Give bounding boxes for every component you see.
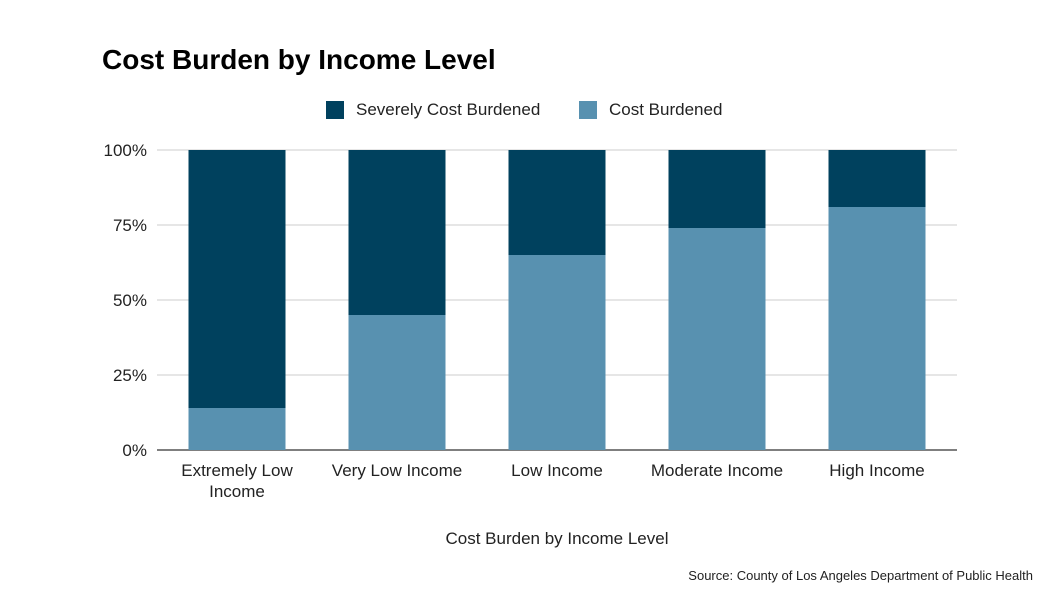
legend-label-severely-cost-burdened: Severely Cost Burdened (356, 100, 541, 119)
source-note: Source: County of Los Angeles Department… (688, 568, 1033, 583)
y-tick-label: 0% (122, 441, 147, 460)
bar-cost-burdened[interactable] (508, 255, 606, 450)
legend-item-severely-cost-burdened[interactable]: Severely Cost Burdened (326, 98, 540, 122)
y-tick-label: 100% (104, 141, 147, 160)
bar-severely-cost-burdened[interactable] (828, 150, 926, 207)
legend-swatch-severely-cost-burdened (326, 101, 344, 119)
legend-swatch-cost-burdened (579, 101, 597, 119)
x-tick-labels: Extremely Low Income Very Low Income Low In… (181, 461, 924, 501)
legend-item-cost-burdened[interactable]: Cost Burdened (579, 98, 722, 122)
x-axis-title: Cost Burden by Income Level (445, 529, 669, 548)
x-tick-label: Low Income (511, 461, 603, 480)
legend-label-cost-burdened: Cost Burdened (609, 100, 723, 119)
bar-severely-cost-burdened[interactable] (668, 150, 766, 228)
bar-severely-cost-burdened[interactable] (188, 150, 286, 408)
x-tick-label: Extremely Low Income (181, 461, 293, 501)
x-tick-label: High Income (829, 461, 924, 480)
bar-cost-burdened[interactable] (348, 315, 446, 450)
bars (188, 150, 926, 450)
bar-cost-burdened[interactable] (188, 408, 286, 450)
bar-cost-burdened[interactable] (668, 228, 766, 450)
y-tick-label: 75% (113, 216, 147, 235)
bar-severely-cost-burdened[interactable] (348, 150, 446, 315)
y-tick-labels: 0% 25% 50% 75% 100% (104, 141, 147, 460)
y-tick-label: 25% (113, 366, 147, 385)
y-tick-label: 50% (113, 291, 147, 310)
bar-severely-cost-burdened[interactable] (508, 150, 606, 255)
x-tick-label: Very Low Income (332, 461, 462, 480)
legend: Severely Cost Burdened Cost Burdened (0, 98, 1057, 122)
bar-cost-burdened[interactable] (828, 207, 926, 450)
chart-title: Cost Burden by Income Level (102, 44, 496, 75)
x-tick-label: Moderate Income (651, 461, 783, 480)
